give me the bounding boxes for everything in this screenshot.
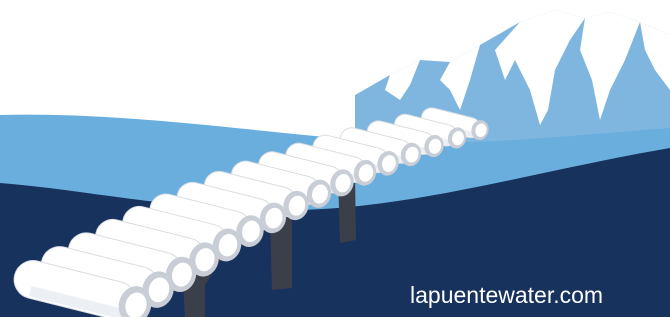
site-url: lapuentewater.com (410, 282, 603, 308)
illustration: lapuentewater.com (0, 0, 670, 317)
page: lapuentewater.com (() => { const data = … (0, 0, 670, 317)
